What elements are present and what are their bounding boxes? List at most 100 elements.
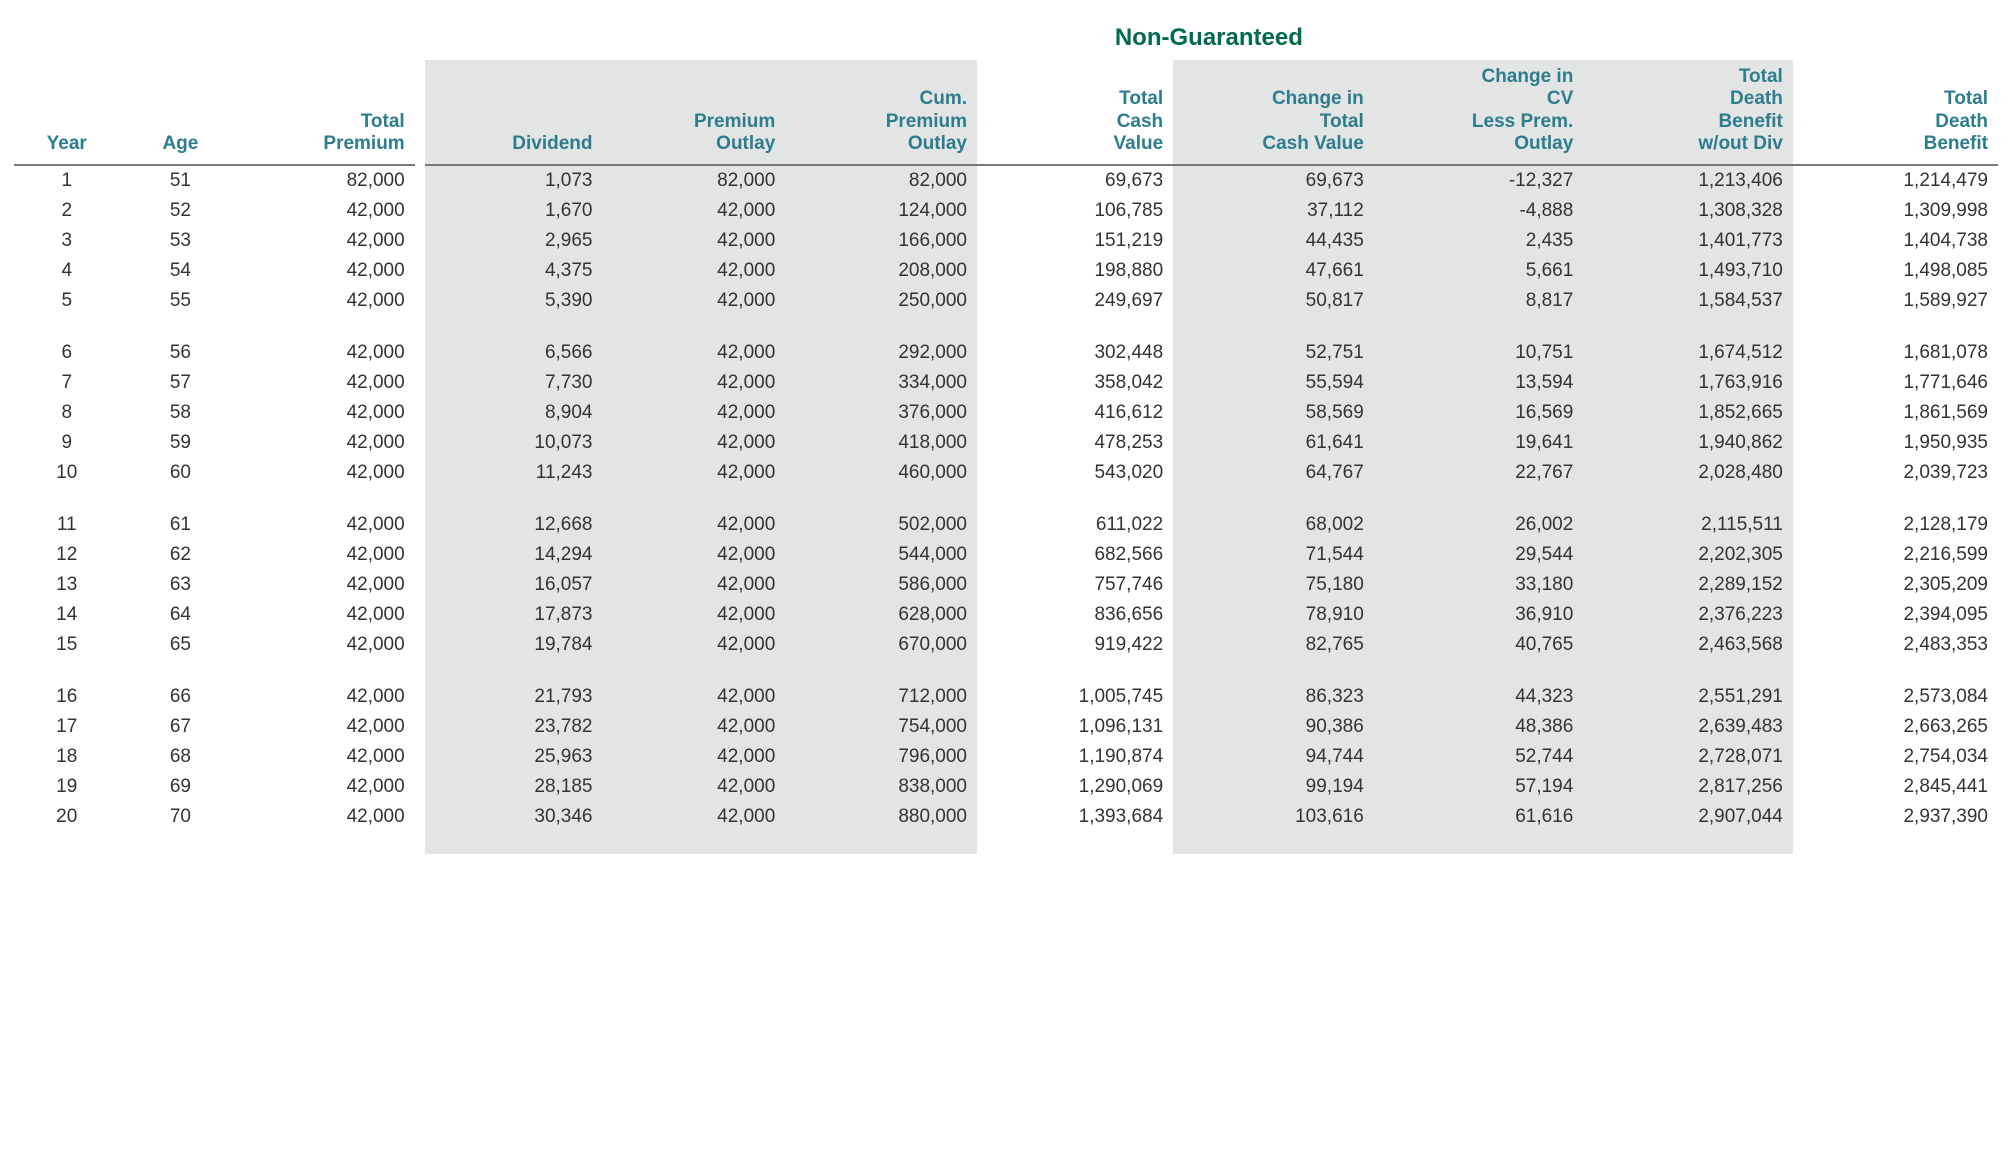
cell-prem: 42,000	[241, 398, 419, 428]
table-row: 166642,00021,79342,000712,0001,005,74586…	[14, 682, 1998, 712]
cell-db: 1,404,738	[1793, 226, 1998, 256]
cell-year: 19	[14, 772, 125, 802]
cell-div: 21,793	[420, 682, 603, 712]
cell-less: 61,616	[1374, 802, 1584, 832]
cell-cv: 302,448	[977, 338, 1173, 368]
cell-less: 40,765	[1374, 630, 1584, 660]
cell-year: 18	[14, 742, 125, 772]
cell-cv: 198,880	[977, 256, 1173, 286]
cell-prem: 42,000	[241, 540, 419, 570]
cell-db: 2,128,179	[1793, 510, 1998, 540]
cell-div: 5,390	[420, 286, 603, 316]
cell-div: 8,904	[420, 398, 603, 428]
cell-cv: 1,393,684	[977, 802, 1173, 832]
cell-year: 10	[14, 458, 125, 488]
cell-age: 69	[125, 772, 241, 802]
cell-less: 29,544	[1374, 540, 1584, 570]
cell-dbwo: 2,376,223	[1583, 600, 1793, 630]
cell-year: 2	[14, 196, 125, 226]
cell-div: 16,057	[420, 570, 603, 600]
cell-cv: 1,190,874	[977, 742, 1173, 772]
cell-dbwo: 2,639,483	[1583, 712, 1793, 742]
cell-less: 16,569	[1374, 398, 1584, 428]
cell-prem: 42,000	[241, 510, 419, 540]
cell-outlay: 42,000	[603, 458, 786, 488]
cell-cum: 670,000	[785, 630, 977, 660]
cell-outlay: 42,000	[603, 682, 786, 712]
cell-dbwo: 2,115,511	[1583, 510, 1793, 540]
table-row: 116142,00012,66842,000502,000611,02268,0…	[14, 510, 1998, 540]
col-header-dbwo: Total Death Benefit w/out Div	[1583, 60, 1793, 165]
table-row: 25242,0001,67042,000124,000106,78537,112…	[14, 196, 1998, 226]
cell-cum: 460,000	[785, 458, 977, 488]
cell-dbwo: 2,817,256	[1583, 772, 1793, 802]
cell-cv: 611,022	[977, 510, 1173, 540]
cell-age: 58	[125, 398, 241, 428]
cell-year: 13	[14, 570, 125, 600]
cell-outlay: 42,000	[603, 600, 786, 630]
cell-cum: 544,000	[785, 540, 977, 570]
cell-div: 1,670	[420, 196, 603, 226]
cell-prem: 82,000	[241, 165, 419, 196]
cell-chcv: 44,435	[1173, 226, 1374, 256]
cell-less: 44,323	[1374, 682, 1584, 712]
cell-year: 12	[14, 540, 125, 570]
cell-chcv: 61,641	[1173, 428, 1374, 458]
cell-cum: 334,000	[785, 368, 977, 398]
cell-cv: 69,673	[977, 165, 1173, 196]
col-header-chcv: Change in Total Cash Value	[1173, 60, 1374, 165]
cell-cv: 682,566	[977, 540, 1173, 570]
cell-year: 8	[14, 398, 125, 428]
cell-dbwo: 2,202,305	[1583, 540, 1793, 570]
cell-prem: 42,000	[241, 338, 419, 368]
table-row: 146442,00017,87342,000628,000836,65678,9…	[14, 600, 1998, 630]
col-header-db: Total Death Benefit	[1793, 60, 1998, 165]
cell-cum: 502,000	[785, 510, 977, 540]
cell-chcv: 86,323	[1173, 682, 1374, 712]
cell-outlay: 82,000	[603, 165, 786, 196]
cell-cv: 416,612	[977, 398, 1173, 428]
cell-year: 1	[14, 165, 125, 196]
cell-dbwo: 1,674,512	[1583, 338, 1793, 368]
cell-db: 1,771,646	[1793, 368, 1998, 398]
cell-cv: 543,020	[977, 458, 1173, 488]
cell-prem: 42,000	[241, 286, 419, 316]
cell-div: 12,668	[420, 510, 603, 540]
cell-cum: 292,000	[785, 338, 977, 368]
cell-db: 1,681,078	[1793, 338, 1998, 368]
cell-cum: 166,000	[785, 226, 977, 256]
cell-prem: 42,000	[241, 682, 419, 712]
cell-less: 2,435	[1374, 226, 1584, 256]
table-row: 136342,00016,05742,000586,000757,74675,1…	[14, 570, 1998, 600]
table-row: 95942,00010,07342,000418,000478,25361,64…	[14, 428, 1998, 458]
cell-div: 11,243	[420, 458, 603, 488]
group-spacer	[14, 660, 1998, 682]
cell-prem: 42,000	[241, 570, 419, 600]
cell-outlay: 42,000	[603, 398, 786, 428]
group-spacer	[14, 488, 1998, 510]
cell-less: 57,194	[1374, 772, 1584, 802]
cell-cv: 757,746	[977, 570, 1173, 600]
cell-outlay: 42,000	[603, 802, 786, 832]
cell-div: 25,963	[420, 742, 603, 772]
cell-prem: 42,000	[241, 600, 419, 630]
cell-outlay: 42,000	[603, 196, 786, 226]
cell-age: 60	[125, 458, 241, 488]
cell-div: 1,073	[420, 165, 603, 196]
cell-age: 61	[125, 510, 241, 540]
cell-age: 53	[125, 226, 241, 256]
cell-less: 26,002	[1374, 510, 1584, 540]
cell-db: 2,754,034	[1793, 742, 1998, 772]
cell-prem: 42,000	[241, 712, 419, 742]
cell-dbwo: 1,213,406	[1583, 165, 1793, 196]
cell-outlay: 42,000	[603, 570, 786, 600]
cell-chcv: 82,765	[1173, 630, 1374, 660]
col-header-prem: Total Premium	[241, 60, 419, 165]
cell-age: 55	[125, 286, 241, 316]
cell-age: 51	[125, 165, 241, 196]
cell-cv: 358,042	[977, 368, 1173, 398]
cell-db: 2,845,441	[1793, 772, 1998, 802]
col-header-div: Dividend	[420, 60, 603, 165]
cell-div: 28,185	[420, 772, 603, 802]
col-header-less: Change in CV Less Prem. Outlay	[1374, 60, 1584, 165]
